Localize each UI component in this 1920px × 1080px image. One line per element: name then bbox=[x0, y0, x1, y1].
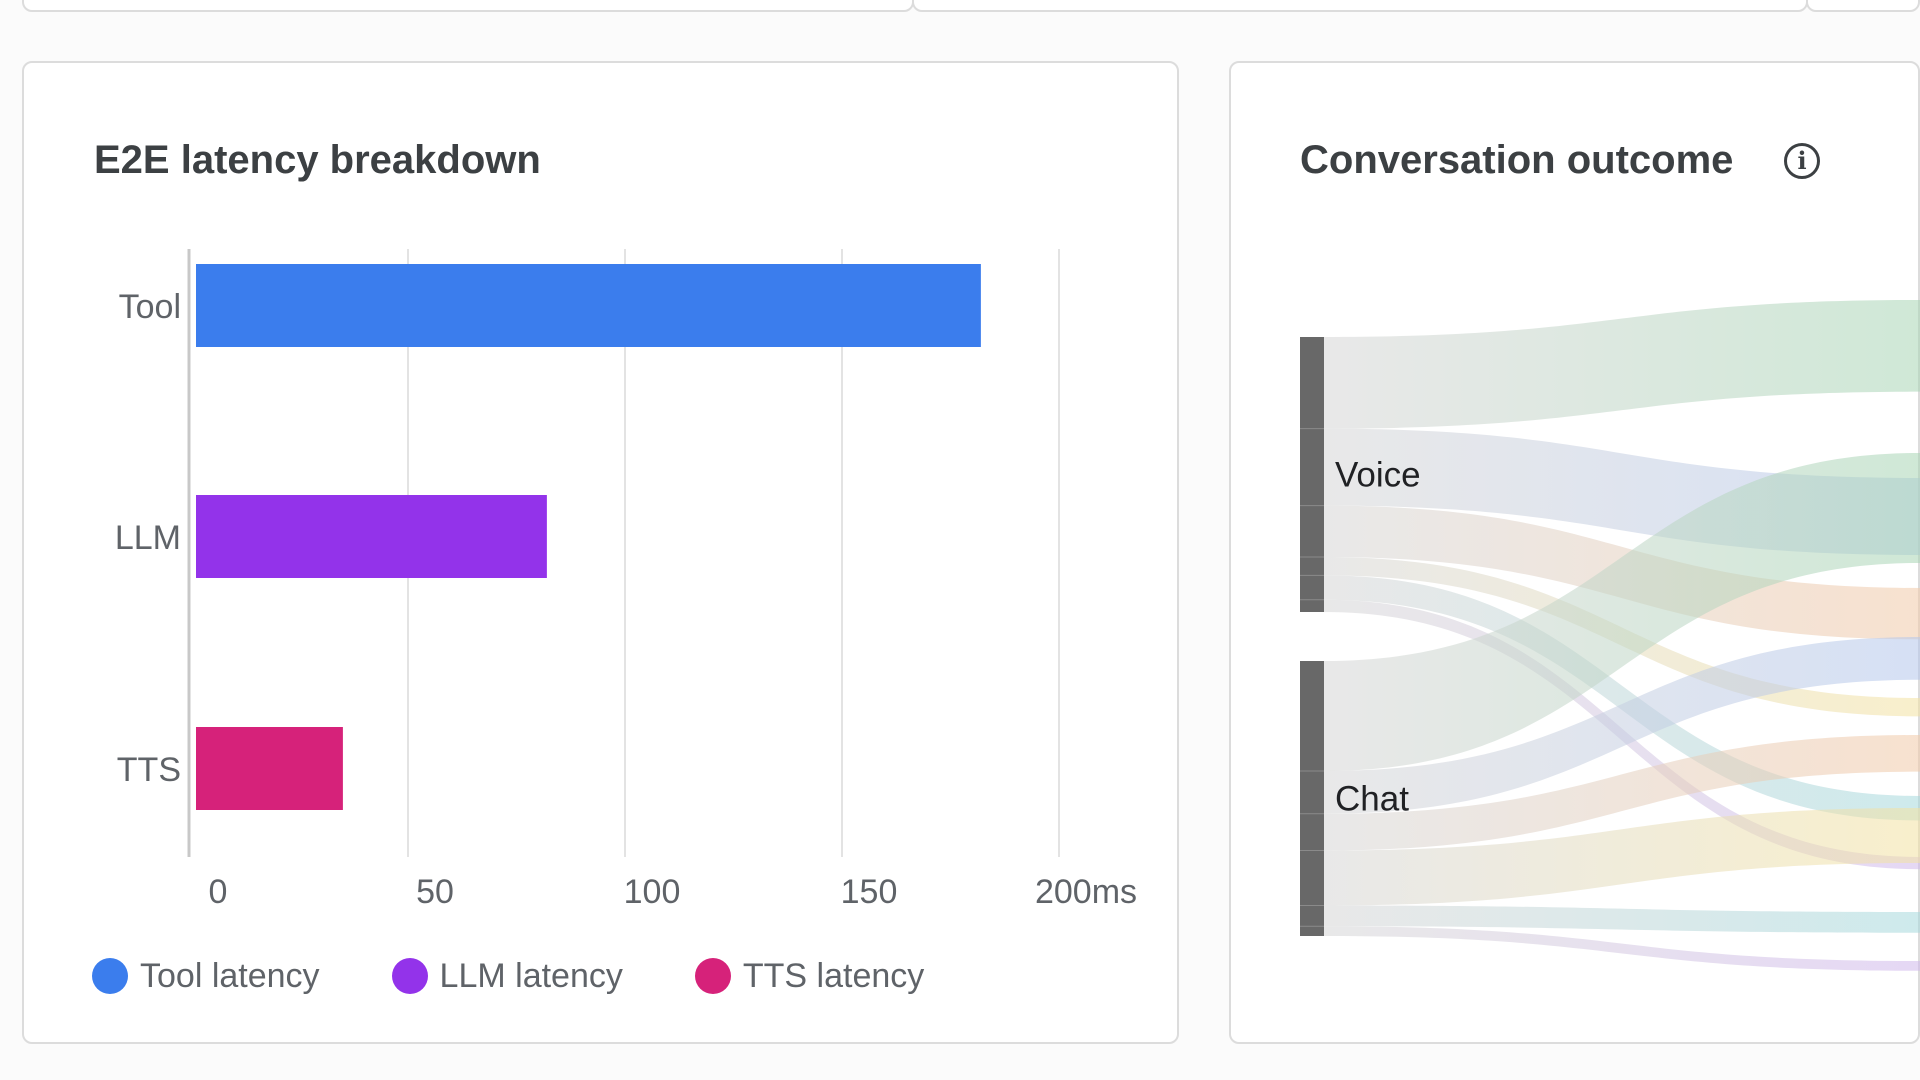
category-label: Tool bbox=[119, 288, 181, 326]
x-tick-label: 0 bbox=[209, 873, 228, 911]
x-tick-label: 50 bbox=[416, 873, 454, 911]
legend-dot-tool bbox=[92, 958, 128, 994]
category-label: LLM bbox=[115, 519, 181, 557]
info-icon[interactable]: i bbox=[1784, 143, 1820, 179]
bar-tool bbox=[196, 264, 981, 347]
top-card-3 bbox=[1806, 0, 1920, 12]
legend-dot-tts bbox=[694, 958, 731, 994]
x-tick-label: 200ms bbox=[1035, 873, 1137, 911]
bar-llm bbox=[196, 495, 547, 578]
x-tick-label: 150 bbox=[841, 873, 898, 911]
category-label: TTS bbox=[117, 751, 181, 789]
latency-bar-chart: 0 50 100 150 200ms Tool LLM TTS bbox=[115, 249, 1137, 911]
outcome-card bbox=[1229, 61, 1920, 1044]
legend-label-tts: TTS latency bbox=[742, 956, 925, 995]
outcome-card-title: Conversation outcome bbox=[1300, 138, 1734, 182]
latency-card-title: E2E latency breakdown bbox=[94, 138, 541, 182]
x-tick-label: 100 bbox=[624, 873, 681, 911]
legend-dot-llm bbox=[391, 958, 428, 994]
bar-tts bbox=[196, 727, 343, 810]
legend-label-llm: LLM latency bbox=[439, 956, 623, 995]
legend-label-tool: Tool latency bbox=[140, 956, 320, 995]
latency-legend: Tool latency LLM latency TTS latency bbox=[92, 956, 924, 996]
